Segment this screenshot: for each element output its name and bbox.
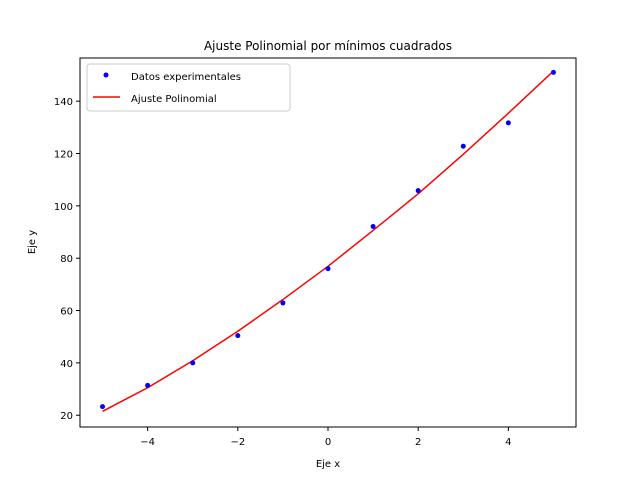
y-tick-label: 120 (54, 150, 73, 161)
x-tick-label: 0 (325, 437, 331, 448)
x-tick-label: −2 (230, 437, 245, 448)
y-tick-label: 80 (60, 254, 73, 265)
data-point (550, 69, 556, 75)
y-tick-label: 40 (60, 359, 73, 370)
data-point (235, 333, 241, 339)
y-tick-label: 60 (60, 307, 73, 318)
legend-marker-datos (103, 72, 109, 78)
y-axis-label: Eje y (27, 230, 38, 254)
x-axis-ticks: −4 −2 0 2 4 (140, 427, 512, 448)
legend: Datos experimentales Ajuste Polinomial (86, 63, 291, 112)
data-point (415, 188, 421, 194)
data-point (280, 300, 286, 306)
plot-area (100, 69, 556, 412)
x-tick-label: 2 (415, 437, 421, 448)
legend-box (86, 63, 291, 112)
data-point (100, 404, 106, 410)
legend-label-ajuste: Ajuste Polinomial (131, 94, 217, 105)
data-point (325, 266, 331, 272)
data-point (145, 382, 151, 388)
x-tick-label: −4 (140, 437, 155, 448)
legend-label-datos: Datos experimentales (131, 72, 241, 83)
x-axis-label: Eje x (316, 459, 340, 470)
y-axis-ticks: 20 40 60 80 100 120 140 (54, 97, 80, 422)
data-point (505, 120, 511, 126)
y-tick-label: 20 (60, 411, 73, 422)
y-tick-label: 100 (54, 202, 73, 213)
x-tick-label: 4 (505, 437, 511, 448)
data-point (190, 360, 196, 366)
data-point (460, 143, 466, 149)
chart-title: Ajuste Polinomial por mínimos cuadrados (204, 39, 452, 53)
y-tick-label: 140 (54, 97, 73, 108)
data-point (370, 224, 376, 230)
